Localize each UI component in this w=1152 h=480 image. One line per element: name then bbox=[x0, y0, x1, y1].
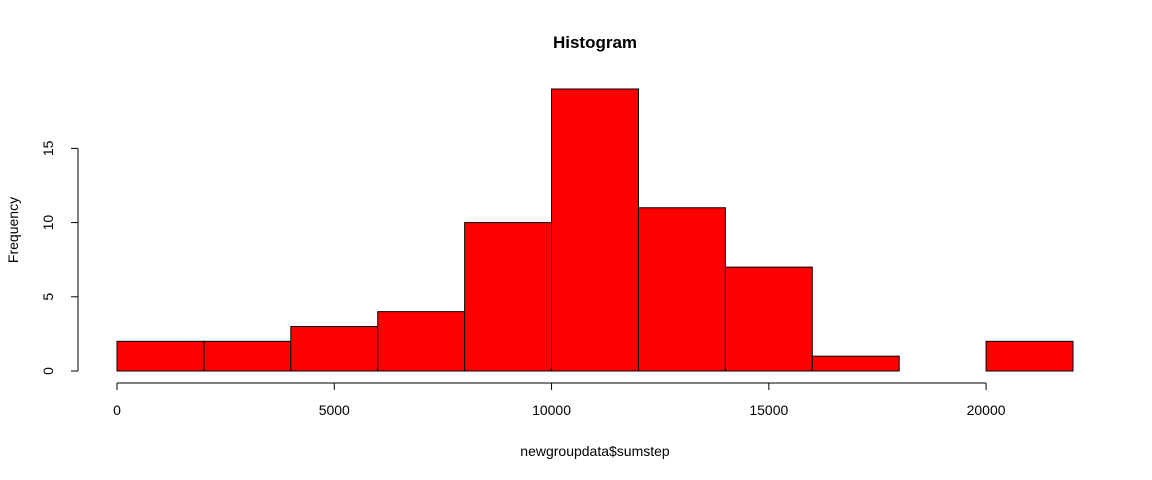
y-tick-label: 10 bbox=[40, 215, 56, 231]
x-axis-label: newgroupdata$sumstep bbox=[520, 443, 670, 459]
histogram-bar-3 bbox=[377, 311, 466, 372]
chart-title: Histogram bbox=[553, 33, 637, 52]
histogram-bar-6 bbox=[637, 207, 726, 372]
y-tick-label: 0 bbox=[40, 367, 56, 375]
histogram-bar-10 bbox=[985, 340, 1074, 372]
x-axis: 0 5000 10000 15000 20000 bbox=[113, 382, 1006, 418]
y-tick-label: 5 bbox=[40, 293, 56, 301]
y-axis-label: Frequency bbox=[5, 197, 21, 263]
histogram-bars bbox=[116, 88, 1074, 372]
y-tick-label: 15 bbox=[40, 140, 56, 156]
x-tick-label: 20000 bbox=[967, 402, 1006, 418]
histogram-bar-4 bbox=[464, 222, 553, 372]
histogram-bar-2 bbox=[290, 325, 379, 372]
y-axis: 0 5 10 15 bbox=[40, 140, 79, 375]
histogram-bar-5 bbox=[551, 88, 639, 372]
histogram-bar-7 bbox=[724, 266, 813, 372]
histogram-bar-0 bbox=[116, 340, 205, 372]
histogram-bar-8 bbox=[811, 355, 900, 372]
histogram-bar-1 bbox=[203, 340, 292, 372]
x-tick-label: 15000 bbox=[749, 402, 788, 418]
x-tick-label: 0 bbox=[113, 402, 121, 418]
x-tick-label: 10000 bbox=[532, 402, 571, 418]
x-tick-label: 5000 bbox=[319, 402, 350, 418]
